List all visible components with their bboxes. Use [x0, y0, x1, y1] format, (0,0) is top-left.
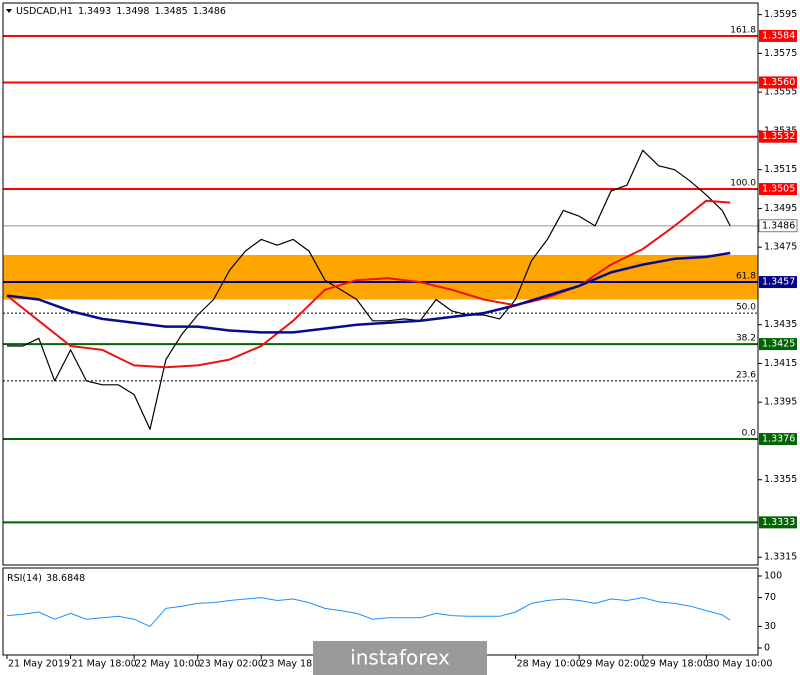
open: 1.3493 — [78, 6, 111, 17]
price-box — [759, 183, 797, 196]
fib-label: 50.0 — [736, 303, 756, 313]
price-label: 1.3376 — [762, 434, 795, 445]
price-box — [759, 516, 797, 529]
x-tick-label: 29 May 18:00 — [644, 659, 709, 670]
price-label: 1.3560 — [762, 77, 795, 88]
x-tick-label: 30 May 10:00 — [707, 659, 772, 670]
rsi-tick-label: 70 — [764, 592, 776, 603]
watermark-box — [313, 641, 487, 675]
low: 1.3485 — [154, 6, 187, 17]
lines-layer — [6, 149, 731, 627]
header: USDCAD,H1 1.3493 1.3498 1.3485 1.3486 — [16, 6, 226, 17]
fib-label: 38.2 — [736, 334, 756, 344]
fib-label: 0.0 — [742, 429, 757, 439]
symbol: USDCAD,H1 — [16, 6, 73, 17]
y-tick-label: 1.3315 — [764, 552, 797, 563]
fib-label: 100.0 — [730, 179, 756, 189]
x-tick-label: 29 May 02:00 — [580, 659, 645, 670]
y-tick-label: 1.3395 — [764, 397, 797, 408]
x-tick-label: 21 May 18:00 — [72, 659, 137, 670]
price-line — [6, 199, 731, 369]
y-tick-label: 1.3555 — [764, 87, 797, 98]
y-tick-label: 1.3515 — [764, 164, 797, 175]
rsi-header: RSI(14) 38.6848 — [7, 573, 85, 584]
y-tick-label: 1.3595 — [764, 9, 797, 20]
levels-layer — [3, 34, 758, 524]
y-tick-label: 1.3435 — [764, 319, 797, 330]
main-frame — [2, 2, 759, 566]
fib-label: 23.6 — [736, 370, 756, 380]
price-box — [759, 29, 797, 42]
y-tick-label: 1.3495 — [764, 203, 797, 214]
y-tick-label: 1.3475 — [764, 242, 797, 253]
zone — [3, 254, 758, 300]
x-tick-label: 23 May 18:00 — [262, 659, 327, 670]
x-tick-label: 23 May 02:00 — [199, 659, 264, 670]
price-box — [758, 219, 798, 233]
price-label: 1.3333 — [762, 517, 795, 528]
price-box — [759, 76, 797, 89]
labels-layer: 1.35951.35751.35551.35351.35151.34951.34… — [6, 9, 798, 670]
zone-layer — [3, 254, 758, 300]
x-tick-label: 22 May 10:00 — [135, 659, 200, 670]
fib-label: 161.8 — [730, 25, 756, 35]
y-tick-label: 1.3415 — [764, 358, 797, 369]
price-box — [759, 130, 797, 143]
rsi-line — [6, 597, 731, 627]
price-box — [759, 338, 797, 351]
price-line — [7, 149, 731, 430]
watermark: instaforex — [350, 646, 450, 670]
x-tick-label: 21 May 2019 — [8, 659, 70, 670]
fib-label: 61.8 — [736, 272, 756, 282]
high: 1.3498 — [116, 6, 149, 17]
price-label: 1.3505 — [762, 184, 795, 195]
rsi-tick-label: 30 — [764, 621, 776, 632]
price-box — [759, 433, 797, 446]
price-label: 1.3532 — [762, 131, 795, 142]
price-box — [759, 276, 797, 289]
x-tick-label: 28 May 10:00 — [517, 659, 582, 670]
price-label: 1.3457 — [762, 277, 795, 288]
price-label: 1.3584 — [762, 30, 795, 41]
price-label: 1.3425 — [762, 339, 795, 350]
price-line — [6, 251, 731, 334]
rsi-tick-label: 100 — [764, 571, 782, 582]
rsi-tick-label: 0 — [764, 643, 770, 654]
rsi-value: 38.6848 — [46, 573, 85, 584]
close: 1.3486 — [193, 6, 226, 17]
y-tick-label: 1.3355 — [764, 474, 797, 485]
menu-arrow — [6, 9, 12, 13]
y-tick-label: 1.3575 — [764, 48, 797, 59]
rsi-label: RSI(14) — [7, 573, 42, 584]
price-label: 1.3486 — [762, 220, 795, 231]
